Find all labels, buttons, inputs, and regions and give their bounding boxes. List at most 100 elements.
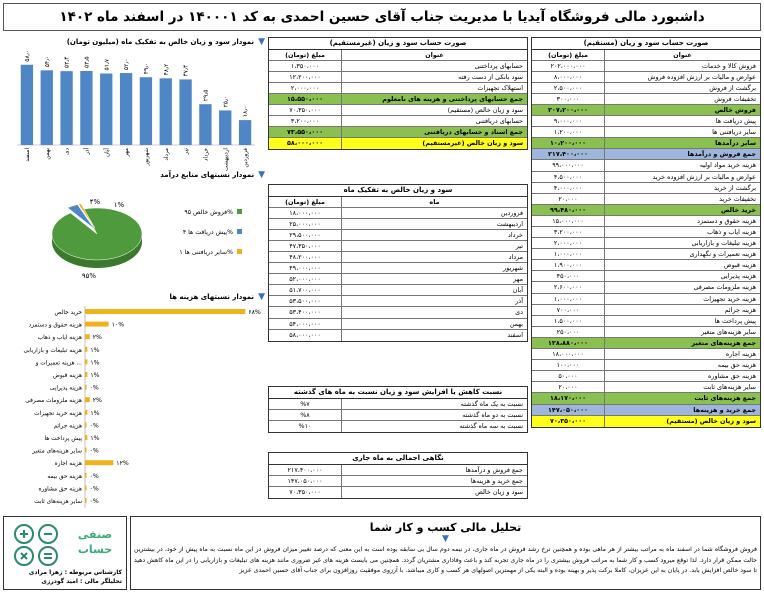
row-label: جمع خرید و هزینه‌ها [341,475,527,486]
row-label: پیش پرداخت ها [604,315,760,326]
table-row: جمع خرید و هزینه‌ها ۱۴۷،۰۵۰،۰۰۰ [532,404,760,416]
pie-slice [67,204,95,229]
table-row: جمع حسابهای پرداختنی و هزینه های نامعلوم… [269,93,527,105]
table-row: سایر هزینه‌های ثابت ۲۰،۰۰۰ [532,382,760,394]
row-label: سایر دریافتنی ها [604,127,760,138]
bar [119,73,133,145]
col-amount-header: مبلغ (تومان) [548,50,588,59]
row-value: ۲۰۲،۰۰۰،۰۰۰ [550,61,586,70]
table-row: جمع هزینه‌های ثابت ۱۸،۱۷۰،۰۰۰ [532,393,760,405]
data-label: ۰% [90,485,99,492]
legend-swatch [237,229,242,234]
row-value: ۱،۰۰۰،۰۰۰ [553,294,583,303]
tick-label: سایر هزینه‌های ثابت [34,499,82,505]
data-label: ۵۳٫۵ [83,56,90,68]
data-label: ۱۲% [116,460,129,467]
direct-statement-title: صورت حساب سود و زیان (مستقیم) [532,38,760,50]
table-row: هزینه پذیرایی ۴۵۰،۰۰۰ [532,271,760,283]
row-value: ۴۹،۰۰۰،۰۰۰ [289,264,321,273]
table-row: مرداد ۴۸،۲۰۰،۰۰۰ [269,251,527,264]
data-label: ۵۱٫۷ [103,58,110,70]
bar [85,472,87,478]
pie-chart-title: نمودار نسبتهای منابع درآمد [160,171,255,179]
row-label: سود و زیان خالص (غیرمستقیم) [341,138,527,150]
data-label: ۱% [90,359,99,366]
tick-label: پیش پرداخت ها [44,436,82,442]
row-label: تخفیفات فروش [604,93,760,104]
bar [85,422,87,428]
row-label: نسبت به سه ماه گذشته [341,420,527,432]
row-value: ۵۳،۴۰۰،۰۰۰ [289,308,321,317]
data-label: ۴۸٫۲ [163,64,170,76]
row-label: هزینه پذیرایی [604,271,760,282]
row-label: عوارض و مالیات بر ارزش افزوده فروش [604,71,760,82]
table-row: جمع فروش و درآمدها ۲۱۷،۴۰۰،۰۰۰ [532,149,760,161]
row-label: پیش دریافت ها [604,116,760,127]
tick-label: هزینه اجاره [55,461,82,467]
row-label: تخفیفات خرید [604,193,760,204]
overview-table-title: نگاهی اجمالی به ماه جاری [269,453,527,465]
pie-chart-heading: ▼ نمودار نسبتهای منابع درآمد [60,170,265,180]
row-label: هزینه جرائم [604,304,760,315]
direct-statement-table: صورت حساب سود و زیان (مستقیم) عنوان مبلغ … [531,37,761,428]
tick-label: اسفند [25,148,31,162]
row-label: خرداد [341,229,527,240]
legend-swatch [237,249,242,254]
row-label: هزینه حقوق و دستمزد [604,215,760,226]
row-value: ۷۰،۳۵۰،۰۰۰ [549,416,587,425]
row-label: استهلاک تجهیزات [341,82,527,93]
table-row: سود و زیان خالص ۷۰،۳۵۰،۰۰۰ [269,486,527,498]
row-value: ۱۵،۰۰۰،۰۰۰ [552,216,584,225]
col-name-header: عنوان [341,49,527,60]
bar-chart-heading: ▼ نمودار سود و زیان خالص به تفکیک ماه (م… [15,37,265,47]
tick-label: هزینه ایاب و ذهاب [38,335,82,341]
row-value: ۴۸،۲۰۰،۰۰۰ [289,252,321,261]
row-value: ۱۴۷،۰۵۰،۰۰۰ [548,405,588,414]
tick-label: خرداد [203,147,209,161]
indirect-header-row: عنوان مبلغ (تومان) [269,49,527,61]
row-label: نسبت به یک ماه گذشته [341,398,527,409]
table-row: مهر ۵۲،۰۰۰،۰۰۰ [269,274,527,286]
indirect-statement-title: صورت حساب سود و زیان (غیرمستقیم) [269,38,527,50]
tick-label: هزینه قبوض [53,373,82,379]
row-label: تیر [341,240,527,251]
table-row: بهمن ۵۴،۰۰۰،۰۰۰ [269,318,527,330]
row-label: هزینه ایاب و ذهاب [604,227,760,238]
table-row: استهلاک تجهیزات ۲،۰۰۰،۰۰۰ [269,82,527,94]
col-amount-header: مبلغ (تومان) [285,50,325,59]
slice-label: ۱% [114,201,125,209]
bar [85,346,88,352]
row-value: ۱،۵۰۰،۰۰۰ [553,316,583,325]
row-value: ۴۵۰،۰۰۰ [556,272,580,281]
slice-label: ۹۵% [82,272,97,280]
analysis-title: تحلیل مالی کسب و کار شما [369,521,522,534]
row-value: ۱۸،۰۰۰،۰۰۰ [289,208,321,217]
tick-label: آبان [103,148,110,157]
bar [85,384,87,390]
table-row: فروردین ۱۸،۰۰۰،۰۰۰ [269,207,527,219]
data-label: ۰% [90,385,99,392]
data-label: ۱۸٫۰ [242,105,249,117]
tick-label: فروردین [243,148,249,168]
row-value: ۲۵،۰۰۰،۰۰۰ [289,219,321,228]
bar [85,409,88,415]
row-value: ۵۳،۵۰۰،۰۰۰ [289,297,321,306]
row-value: ۴،۵۰۰،۰۰۰ [553,172,583,181]
indirect-rows: حسابهای پرداختنی ۱،۳۵۰،۰۰۰ سود بانکی از دس… [269,60,527,150]
tick-label: هزینه حق مشاوره [38,486,82,492]
table-row: جمع اسناد و حسابهای دریافتنی ۷۳،۵۵۰،۰۰۰ [269,127,527,139]
row-value: %۷ [300,399,310,408]
down-arrow-icon: ▼ [258,292,265,302]
data-label: ۱% [90,435,99,442]
table-row: هزینه ملزومات مصرفی ۲،۶۰۰،۰۰۰ [532,282,760,294]
analysis-section: تحلیل مالی کسب و کار شما ▼ فروش فروشگاه … [130,516,761,590]
table-row: هزینه خرید تجهیزات ۱،۰۰۰،۰۰۰ [532,293,760,305]
tick-label: هزینه ملزومات مصرفی [25,398,82,404]
data-label: ۲۵٫۰ [222,96,229,108]
tick-label: تیر [184,148,190,156]
col-amount-header: مبلغ (تومان) [285,197,325,206]
row-value: ۱۲،۲۰۰،۰۰۰ [289,72,321,81]
row-value: ۲،۰۰۰،۰۰۰ [290,83,320,92]
row-value: ۲۵۰،۰۰۰ [556,327,580,336]
row-label: سود و زیان خالص (مستقیم) [341,104,527,116]
